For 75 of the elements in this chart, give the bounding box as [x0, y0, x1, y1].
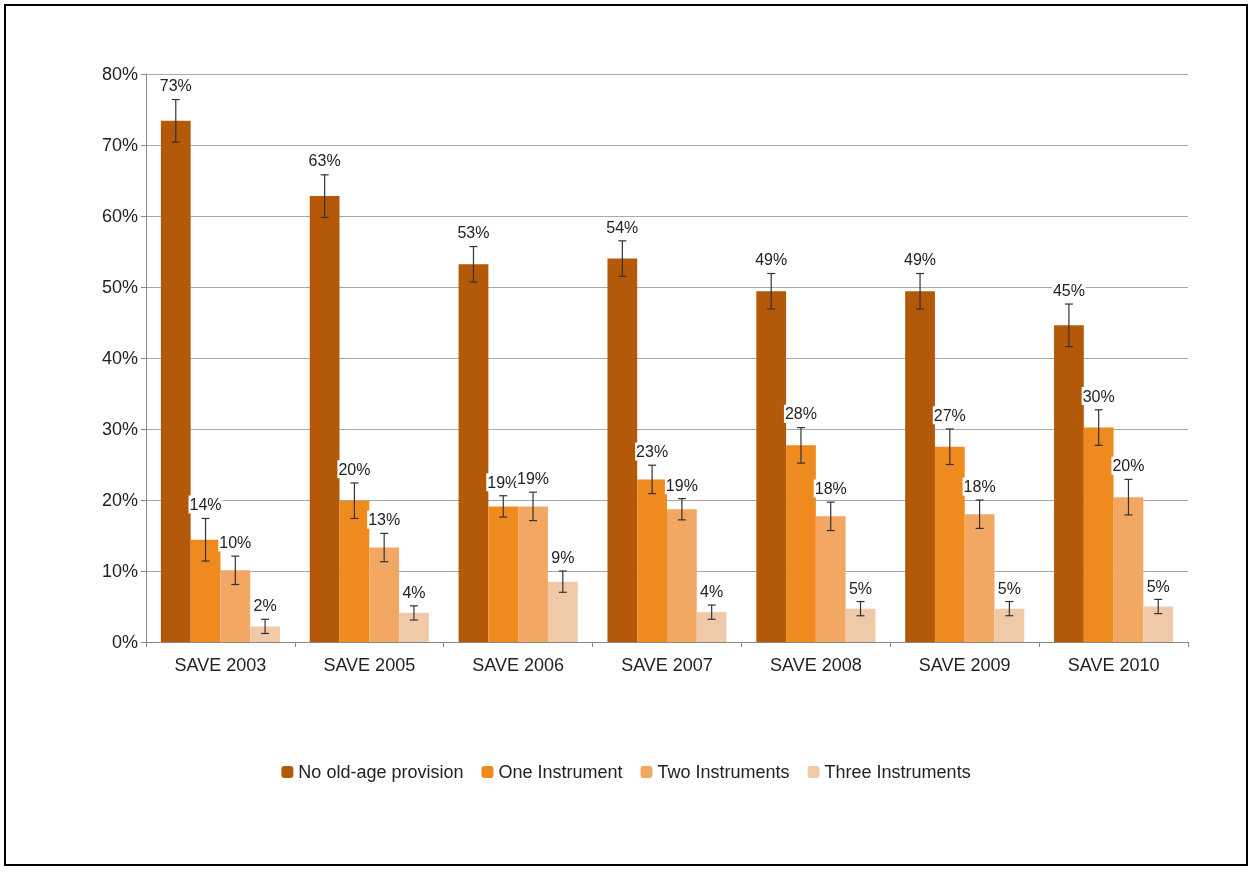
- y-tick-label: 40%: [101, 348, 138, 368]
- bar: [815, 516, 846, 642]
- x-tick-label: SAVE 2007: [621, 655, 713, 675]
- y-tick-label: 70%: [101, 135, 138, 155]
- data-label: 53%: [457, 224, 490, 242]
- bar: [1054, 325, 1084, 642]
- data-label: 54%: [606, 218, 639, 236]
- bar: [488, 506, 519, 642]
- y-tick-label: 50%: [101, 277, 138, 297]
- bar: [637, 479, 667, 642]
- bar: [994, 608, 1025, 642]
- data-label: 63%: [308, 152, 341, 170]
- y-tick-label: 0%: [111, 632, 138, 652]
- bar: [607, 258, 638, 642]
- bar: [905, 291, 935, 642]
- bar: [1113, 497, 1144, 642]
- data-label: 45%: [1052, 281, 1085, 299]
- data-label: 28%: [784, 405, 817, 423]
- bar: [518, 506, 548, 642]
- bar: [547, 581, 578, 642]
- bar: [190, 539, 221, 642]
- data-label: 23%: [636, 443, 669, 461]
- legend-label: Two Instruments: [657, 762, 790, 782]
- x-tick-label: SAVE 2010: [1067, 655, 1160, 675]
- data-label: 27%: [933, 406, 966, 424]
- x-tick-label: SAVE 2003: [174, 655, 267, 675]
- data-label: 18%: [963, 477, 996, 495]
- data-label: 13%: [368, 511, 401, 529]
- y-tick-label: 20%: [101, 490, 138, 510]
- y-tick-label: 10%: [101, 561, 138, 581]
- bar: [369, 547, 400, 642]
- legend-label: No old-age provision: [298, 762, 464, 782]
- data-label: 73%: [159, 77, 192, 95]
- bar: [399, 612, 429, 642]
- bar: [339, 500, 370, 642]
- y-tick-label: 80%: [101, 64, 138, 84]
- data-label: 20%: [1112, 457, 1145, 475]
- data-label: 30%: [1082, 387, 1115, 405]
- x-tick-label: SAVE 2008: [769, 655, 862, 675]
- bar: [309, 196, 340, 642]
- data-label: 5%: [1146, 577, 1170, 595]
- y-tick-label: 30%: [101, 419, 138, 439]
- data-label: 10%: [219, 533, 252, 551]
- data-label: 4%: [700, 583, 724, 601]
- bar: [845, 608, 876, 642]
- bar: [458, 264, 489, 642]
- bar: [160, 120, 191, 642]
- bar: [1143, 606, 1174, 642]
- bar: [250, 626, 280, 642]
- data-label: 2%: [253, 597, 277, 615]
- data-label: 5%: [848, 579, 873, 597]
- bar: [220, 570, 251, 642]
- data-label: 19%: [517, 470, 550, 488]
- data-label: 4%: [402, 583, 426, 601]
- bar: [786, 445, 816, 642]
- data-label: 5%: [997, 579, 1021, 597]
- data-label: 49%: [755, 251, 788, 269]
- data-label: 49%: [904, 251, 937, 269]
- data-label: 14%: [189, 496, 222, 514]
- y-tick-label: 60%: [101, 206, 138, 226]
- legend-label: Three Instruments: [824, 762, 971, 782]
- data-label: 18%: [814, 480, 847, 498]
- data-label: 9%: [551, 549, 575, 567]
- bar: [667, 509, 697, 642]
- data-label: 19%: [665, 476, 698, 494]
- bar: [964, 514, 995, 642]
- bar: [1083, 427, 1114, 642]
- x-tick-label: SAVE 2005: [323, 655, 416, 675]
- bar: [756, 291, 787, 642]
- bar: [696, 612, 727, 642]
- legend-label: One Instrument: [498, 762, 623, 782]
- x-tick-label: SAVE 2006: [472, 655, 565, 675]
- x-tick-label: SAVE 2009: [918, 655, 1011, 675]
- data-label: 20%: [338, 460, 371, 478]
- bar: [934, 446, 965, 642]
